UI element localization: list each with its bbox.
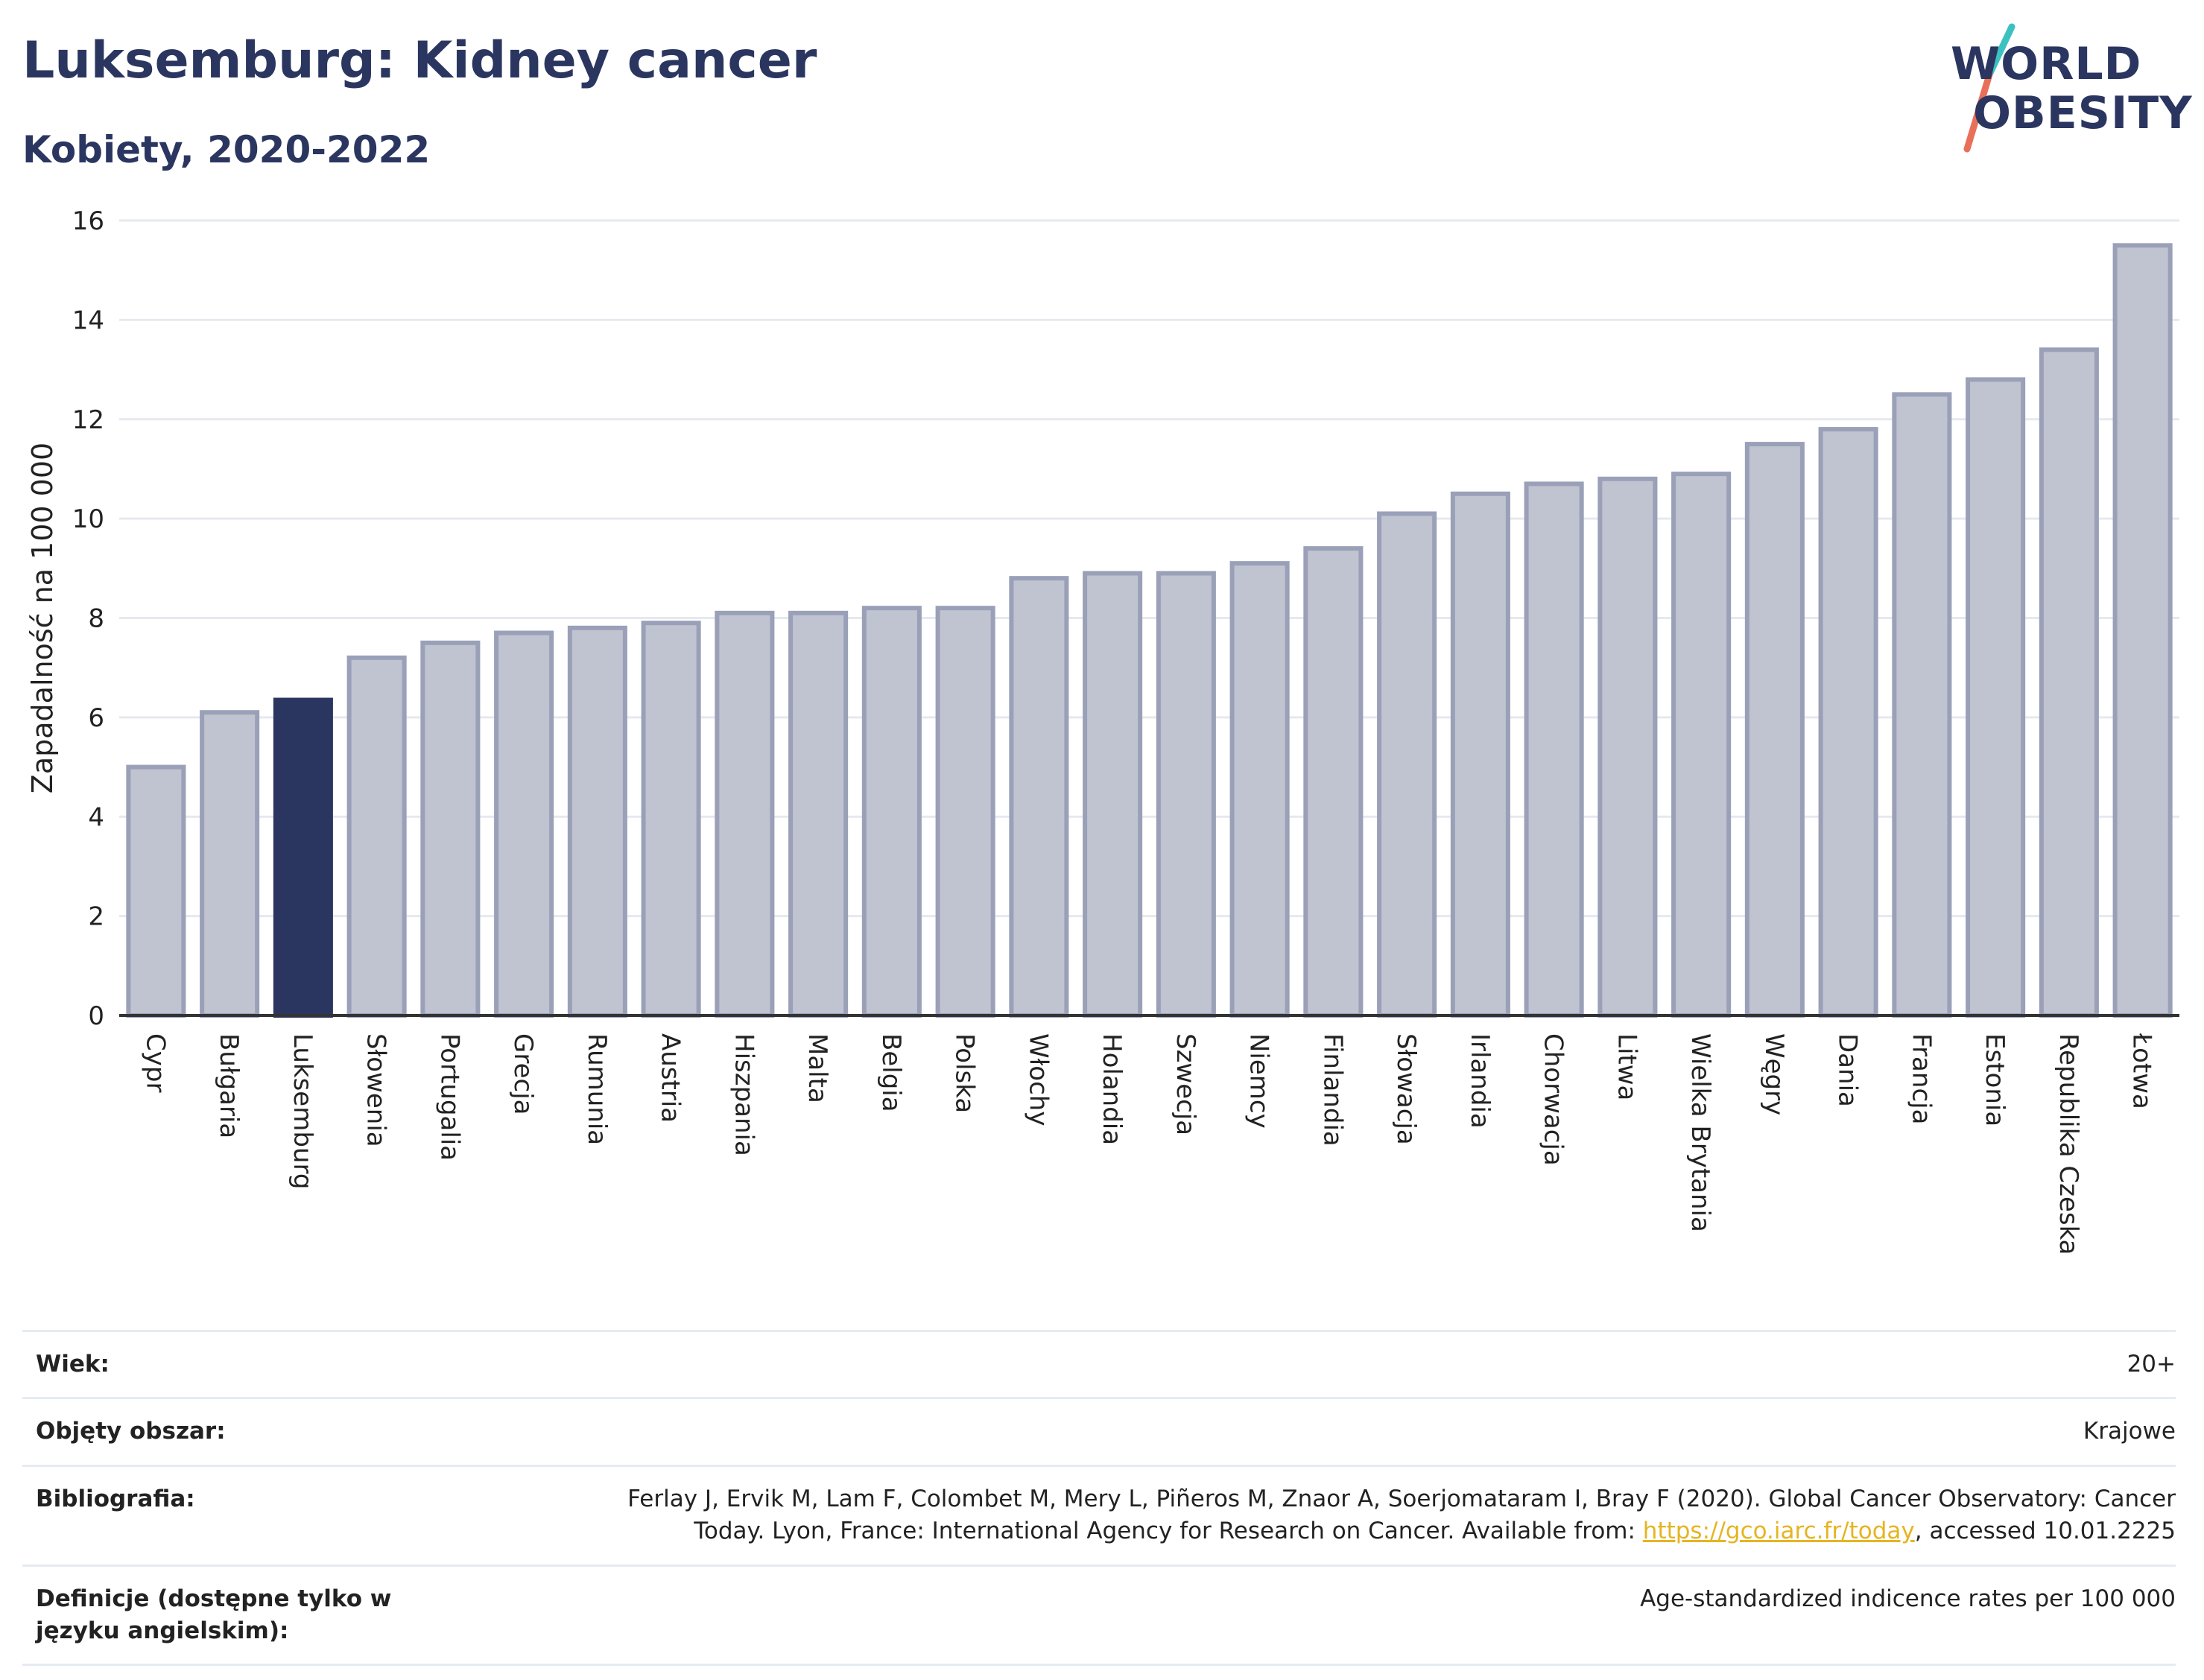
x-tick-label: Austria — [656, 1033, 685, 1123]
bar — [1892, 392, 1952, 1018]
bibliography-text: Ferlay J, Ervik M, Lam F, Colombet M, Me… — [627, 1485, 2176, 1545]
bar — [1450, 491, 1510, 1018]
y-axis-label: Zapadalność na 100 000 — [26, 443, 59, 793]
info-value: 20+ — [2127, 1351, 2176, 1378]
info-row-age: Wiek: 20+ — [22, 1330, 2176, 1397]
logo-text-obesity: OBESITY — [1973, 87, 2193, 139]
bar — [1303, 546, 1364, 1018]
logo-text-world: WORLD — [1951, 38, 2142, 90]
x-tick-label: Estonia — [1980, 1033, 2010, 1126]
x-tick-label: Litwa — [1612, 1033, 1641, 1100]
bar — [715, 610, 775, 1018]
x-tick-label: Dania — [1833, 1033, 1863, 1107]
bibliography-suffix: , accessed 10.01.2225 — [1914, 1518, 2176, 1545]
bar — [1818, 427, 1878, 1018]
bar — [567, 625, 627, 1018]
page-title: Luksemburg: Kidney cancer — [22, 31, 817, 90]
bar — [1597, 476, 1658, 1018]
y-tick-label: 10 — [72, 504, 104, 534]
x-tick-label: Włochy — [1023, 1033, 1053, 1126]
x-tick-label: Portugalia — [434, 1033, 464, 1161]
x-tick-label: Rumunia — [582, 1033, 612, 1145]
x-tick-label: Malta — [802, 1033, 832, 1103]
y-tick-label: 16 — [72, 206, 104, 236]
x-tick-label: Hiszpania — [729, 1033, 759, 1156]
info-table: Wiek: 20+ Objęty obszar: Krajowe Bibliog… — [22, 1330, 2176, 1667]
y-tick-label: 8 — [88, 604, 104, 634]
x-tick-label: Grecja — [508, 1033, 538, 1115]
x-tick-label: Francja — [1906, 1033, 1936, 1124]
bar-chart: 0 2 4 6 8 10 12 14 16 Zapadalność na 100 000 Cypr B… — [26, 206, 2179, 1255]
bar — [126, 764, 186, 1018]
bar — [2039, 347, 2099, 1018]
world-obesity-logo: WORLD OBESITY — [1930, 22, 2193, 156]
x-tick-label: Słowenia — [361, 1033, 391, 1147]
bar — [1156, 571, 1216, 1018]
info-row-definitions: Definicje (dostępne tylko w języku angie… — [22, 1564, 2176, 1667]
x-tick-label: Finlandia — [1317, 1033, 1347, 1147]
info-row-area: Objęty obszar: Krajowe — [22, 1397, 2176, 1464]
x-tick-label: Szwecja — [1171, 1033, 1200, 1135]
x-tick-label: Holandia — [1097, 1033, 1127, 1145]
bar — [1083, 571, 1143, 1018]
x-tick-label: Niemcy — [1244, 1033, 1274, 1129]
bar — [420, 640, 481, 1018]
x-tick-label: Cypr — [140, 1033, 170, 1092]
bar — [346, 655, 407, 1018]
x-tick-label: Węgry — [1759, 1033, 1789, 1115]
bar — [200, 710, 260, 1018]
x-tick-label: Bułgaria — [214, 1033, 244, 1138]
x-tick-label: Republika Czeska — [2053, 1033, 2083, 1255]
y-tick-label: 12 — [72, 405, 104, 435]
info-value: Ferlay J, Ervik M, Lam F, Colombet M, Me… — [611, 1483, 2176, 1548]
source-link[interactable]: https://gco.iarc.fr/today — [1642, 1518, 1915, 1545]
bar — [1524, 481, 1584, 1018]
bar — [1009, 576, 1069, 1018]
y-tick-label: 2 — [88, 902, 104, 932]
info-label: Wiek: — [36, 1351, 110, 1378]
x-tick-label: Polska — [950, 1033, 980, 1113]
info-value: Age-standardized indicence rates per 100… — [1640, 1585, 2176, 1612]
bar — [494, 630, 554, 1018]
bar — [1229, 561, 1290, 1018]
x-tick-label: Łotwa — [2127, 1033, 2157, 1109]
x-tick-label: Słowacja — [1391, 1033, 1421, 1145]
bar — [273, 697, 333, 1018]
bar — [1744, 442, 1805, 1018]
bar — [1966, 377, 2026, 1018]
y-tick-label: 14 — [72, 305, 104, 335]
bar — [1671, 472, 1732, 1018]
bar — [935, 606, 995, 1018]
bar — [788, 610, 849, 1018]
x-tick-label: Wielka Brytania — [1685, 1033, 1715, 1232]
x-tick-label: Luksemburg — [288, 1033, 317, 1189]
y-tick-label: 6 — [88, 703, 104, 733]
info-label: Definicje (dostępne tylko w języku angie… — [36, 1585, 392, 1644]
info-label: Objęty obszar: — [36, 1418, 226, 1445]
x-tick-label: Irlandia — [1465, 1033, 1495, 1129]
info-row-bibliography: Bibliografia: Ferlay J, Ervik M, Lam F, … — [22, 1464, 2176, 1565]
bar — [2112, 243, 2173, 1018]
bar — [1377, 511, 1437, 1018]
bar — [861, 606, 922, 1018]
page-subtitle: Kobiety, 2020-2022 — [22, 128, 431, 171]
x-tick-label: Belgia — [876, 1033, 906, 1112]
info-value: Krajowe — [2083, 1418, 2176, 1445]
y-tick-label: 4 — [88, 802, 104, 832]
y-tick-label: 0 — [88, 1001, 104, 1031]
info-label: Bibliografia: — [36, 1485, 195, 1512]
x-tick-label: Chorwacja — [1539, 1033, 1568, 1166]
logo-slash-icon — [1963, 23, 2015, 153]
bar — [641, 621, 701, 1018]
